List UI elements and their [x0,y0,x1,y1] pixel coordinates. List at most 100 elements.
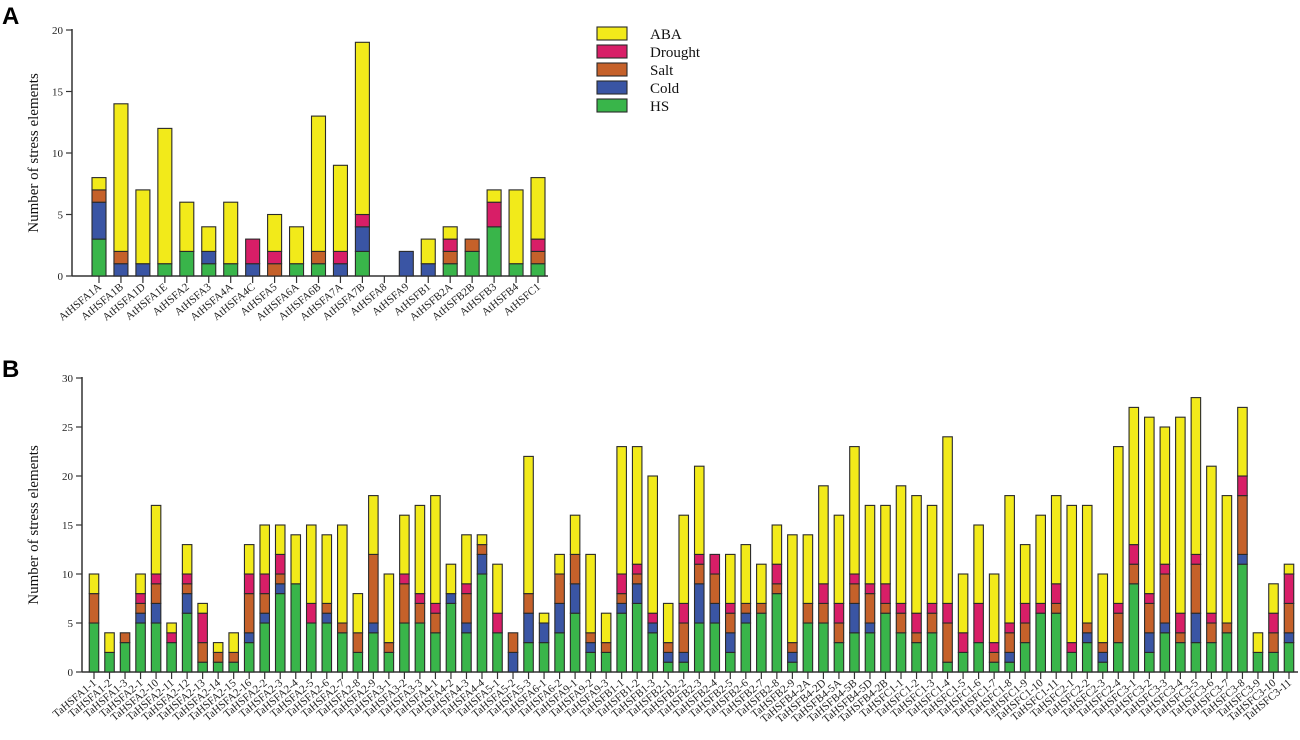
panel-b-letter: B [2,356,19,383]
bar-segment-salt [476,544,488,555]
bar-segment-hs [787,661,798,673]
bar-segment-drought [1004,622,1015,634]
bar-segment-cold [709,602,721,624]
bar-segment-aba [88,573,100,595]
bar-segment-cold [864,622,876,634]
bar-segment-hs [414,622,426,673]
bar-segment-hs [181,612,193,673]
bar-segment-drought [1237,475,1248,497]
bar-segment-aba [1128,406,1140,546]
bar-segment-aba [631,446,643,565]
bar-segment-hs [554,632,565,673]
bar-segment-salt [740,602,752,614]
bar-segment-salt [430,612,441,634]
panel-b-y-axis-title: Number of stress elements [26,445,42,605]
bar-segment-drought [245,238,261,265]
bar-segment-drought [530,238,546,252]
bar-segment-hs [585,651,596,673]
bar-segment-drought [1128,544,1140,565]
bar-segment-aba [1144,416,1155,595]
bar-segment-cold [476,553,488,575]
bar-segment-cold [113,263,129,277]
bar-segment-hs [538,642,550,673]
bar-segment-drought [973,602,984,644]
bar-segment-aba [1252,632,1264,653]
bar-segment-salt [569,553,581,585]
bar-segment-hs [430,632,441,673]
panel-b-chart: B Number of stress elements 0 5 10 15 20 25 30… [2,356,1298,725]
legend: ABA Drought Salt Cold HS [596,26,701,115]
bar-segment-aba [290,534,302,585]
bar-segment-cold [507,651,519,673]
bar-segment-cold [332,263,349,277]
bar-segment-drought [1268,612,1279,634]
bar-segment-salt [1050,602,1062,614]
bar-segment-aba [228,632,239,653]
bar-segment-salt [849,583,860,604]
bar-segment-drought [1066,642,1078,653]
bar-segment-aba [1190,397,1202,555]
bar-segment-hs [368,632,379,673]
bar-segment-cold [693,583,705,624]
bar-segment-drought [274,553,286,575]
bar-segment-hs [926,632,938,673]
bar-segment-drought [880,583,891,604]
bar-segment-salt [461,593,472,624]
bar-segment-aba [1050,495,1062,585]
bar-segment-drought [1144,593,1155,604]
bar-segment-aba [352,593,364,634]
bar-segment-hs [911,642,922,673]
bar-segment-cold [1159,622,1171,634]
bar-segment-salt [368,553,379,624]
bar-segment-salt [911,632,922,644]
bar-segment-cold [523,612,534,644]
panel-a-y-axis-title: Number of stress elements [26,73,42,233]
bar-segment-hs [197,661,208,673]
bar-segment-aba [166,622,177,634]
bar-segment-drought [678,602,690,624]
bar-segment-aba [104,632,115,653]
bar-segment-aba [157,127,173,265]
bar-segment-aba [486,189,502,203]
bar-segment-salt [321,602,333,614]
legend-label-cold: Cold [650,81,680,97]
bar-segment-cold [678,651,690,663]
bar-segment-hs [179,250,195,277]
bar-segment-salt [442,250,458,265]
bar-segment-aba [1159,426,1171,565]
bar-segment-salt [150,583,162,604]
bar-segment-hs [569,612,581,673]
bar-segment-aba [802,534,814,604]
bar-segment-hs [1066,651,1078,673]
bar-segment-cold [368,622,379,634]
bar-segment-hs [942,661,953,673]
bar-segment-hs [693,622,705,673]
bar-segment-drought [354,213,370,228]
bar-segment-aba [833,514,845,604]
bar-segment-drought [693,553,705,565]
bar-segment-cold [647,622,659,634]
bar-segment-hs [849,632,860,673]
y-tick-label: 30 [62,373,74,385]
bar-segment-drought [492,612,503,634]
bar-segment-hs [88,622,100,673]
bar-segment-aba [310,115,327,252]
bar-segment-salt [1268,632,1279,653]
bar-segment-salt [709,573,721,604]
legend-label-salt: Salt [650,63,674,79]
bar-segment-salt [926,612,938,634]
bar-segment-aba [740,544,752,604]
bar-segment-aba [135,573,146,595]
bar-segment-aba [1097,573,1109,644]
bar-segment-hs [321,622,333,673]
bar-segment-hs [288,263,305,277]
bar-segment-salt [1019,622,1031,644]
bar-segment-salt [228,651,239,663]
bar-segment-hs [135,622,146,673]
bar-segment-aba [305,524,317,604]
bar-segment-hs [1112,642,1124,673]
bar-segment-hs [818,622,829,673]
bar-segment-cold [616,602,627,614]
bar-segment-drought [430,602,441,614]
bar-segment-cold [538,622,550,644]
